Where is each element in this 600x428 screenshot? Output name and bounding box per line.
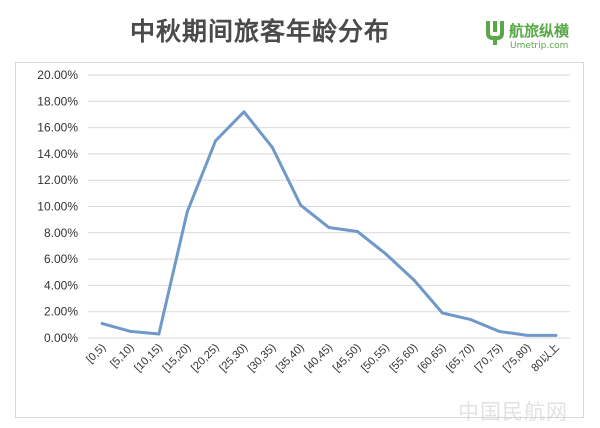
data-point	[129, 329, 133, 333]
x-tick-label: [65,70)	[444, 342, 477, 375]
y-tick-label: 20.00%	[37, 68, 78, 82]
data-point	[185, 210, 189, 214]
x-tick-label: [70,75)	[473, 342, 506, 375]
grid-lines	[88, 74, 570, 339]
y-tick-label: 16.00%	[37, 121, 78, 135]
x-tick-label: [0,5)	[84, 342, 108, 366]
chart-title: 中秋期间旅客年龄分布	[129, 17, 390, 46]
x-tick-label: [25,30)	[217, 342, 250, 375]
y-tick-label: 18.00%	[37, 94, 78, 108]
series-line	[100, 110, 558, 337]
y-tick-label: 0.00%	[44, 331, 78, 345]
data-point	[270, 145, 274, 149]
x-tick-label: [20,25)	[189, 342, 222, 375]
brand: 航旅纵横 Umetrip.com	[482, 16, 592, 56]
y-tick-label: 8.00%	[44, 226, 78, 240]
data-point	[214, 139, 218, 143]
x-tick-label: [35,40)	[274, 342, 307, 375]
y-axis-ticks: 0.00% 2.00% 4.00% 6.00% 8.00% 10.00% 12.00% 14.…	[37, 68, 78, 345]
brand-url: Umetrip.com	[510, 41, 569, 51]
y-tick-label: 2.00%	[44, 305, 78, 319]
chart-frame	[15, 62, 584, 418]
series-polyline	[100, 110, 558, 337]
watermark: 中国民航网	[458, 400, 568, 424]
data-point	[497, 329, 501, 333]
data-point	[157, 332, 161, 336]
y-tick-label: 4.00%	[44, 278, 78, 292]
y-tick-label: 6.00%	[44, 252, 78, 266]
x-tick-label: 80以上	[529, 341, 562, 374]
data-point	[554, 333, 558, 337]
x-tick-label: [40,45)	[302, 342, 335, 375]
brand-name: 航旅纵横	[509, 22, 570, 40]
y-tick-label: 14.00%	[37, 147, 78, 161]
x-axis-ticks: [0,5) [5,10)[10,15)[15,20)[20,25)[25,30)[…	[84, 341, 562, 374]
x-tick-label: [30,35)	[246, 342, 279, 375]
data-point	[440, 311, 444, 315]
x-tick-label: [55,60)	[387, 342, 420, 375]
data-point	[412, 278, 416, 282]
data-point	[100, 322, 104, 326]
x-tick-label: [15,20)	[161, 342, 194, 375]
data-point	[242, 110, 246, 114]
data-point	[299, 203, 303, 207]
x-tick-label: [50,55)	[359, 342, 392, 375]
data-point	[469, 318, 473, 322]
data-point	[384, 252, 388, 256]
umetrip-logo-icon	[486, 21, 504, 45]
y-tick-label: 12.00%	[37, 173, 78, 187]
data-point	[327, 226, 331, 230]
x-tick-label: [60,65)	[416, 342, 449, 375]
y-tick-label: 10.00%	[37, 200, 78, 214]
x-tick-label: [45,50)	[331, 342, 364, 375]
x-tick-label: [75,80)	[501, 342, 534, 375]
x-tick-label: [10,15)	[132, 342, 165, 375]
data-point	[525, 333, 529, 337]
data-point	[355, 229, 359, 233]
